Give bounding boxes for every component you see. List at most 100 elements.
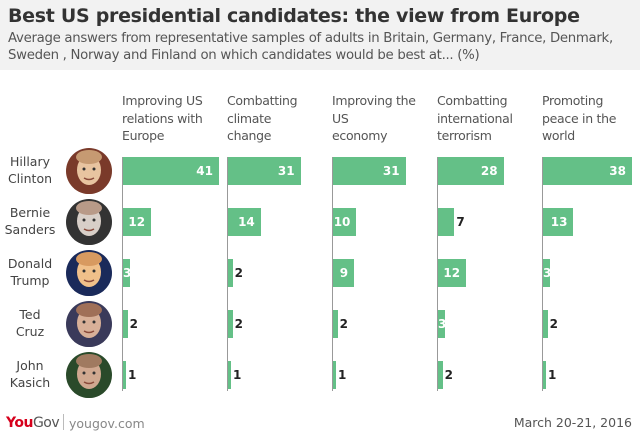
bar (123, 361, 126, 389)
data-label: 1 (338, 368, 347, 382)
bar (438, 208, 455, 236)
logo-you: You (6, 415, 33, 431)
bar (543, 157, 632, 185)
candidate-name-line: Cruz (15, 324, 45, 339)
candidate-name-line: Trump (10, 273, 50, 288)
candidate-name: Bernie Sanders (0, 204, 60, 238)
candidate-name: Hillary Clinton (0, 153, 60, 187)
bar (333, 208, 357, 236)
bar (543, 208, 574, 236)
bar (333, 310, 338, 338)
hillary-clinton-avatar-icon (66, 148, 112, 194)
data-label: 2 (234, 317, 244, 331)
data-label: 3 (543, 266, 552, 280)
yougov-logo[interactable]: YouGov (6, 415, 60, 431)
data-label: 31 (277, 164, 295, 178)
data-label: 28 (480, 164, 498, 178)
header: Best US presidential candidates: the vie… (0, 0, 640, 70)
bar (333, 157, 406, 185)
bar (438, 259, 467, 287)
bar (438, 310, 446, 338)
column-label: Improving the US economy (332, 92, 432, 145)
column-label-line: terrorism (437, 128, 492, 143)
candidate-name-line: Sanders (4, 222, 56, 237)
data-label: 2 (444, 368, 454, 382)
data-label: 3 (123, 266, 132, 280)
bar (543, 310, 548, 338)
axis-line (122, 157, 123, 391)
data-label: 9 (339, 266, 349, 280)
column-label-line: Improving the (332, 93, 416, 108)
column-label-line: US (332, 110, 349, 126)
bar (123, 157, 219, 185)
column-label-line: Improving US (122, 93, 203, 108)
footer-divider (63, 414, 64, 430)
data-label: 2 (549, 317, 559, 331)
data-label: 10 (333, 215, 351, 229)
bar (333, 259, 355, 287)
column-label-line: Promoting (542, 93, 604, 108)
column-label: Improving US relations with Europe (122, 92, 222, 145)
donald-trump-avatar-icon (66, 250, 112, 296)
column-label: Promoting peace in the world (542, 92, 640, 145)
chart-subtitle: Average answers from representative samp… (8, 31, 613, 63)
data-label: 12 (443, 266, 461, 280)
bar (228, 208, 261, 236)
bar (438, 361, 443, 389)
data-label: 38 (609, 164, 626, 178)
data-label: 7 (456, 215, 465, 229)
bar (228, 310, 233, 338)
data-label: 2 (234, 266, 244, 280)
john-kasich-avatar-icon (66, 352, 112, 398)
data-label: 1 (233, 368, 242, 382)
bar (123, 208, 152, 236)
chart-title: Best US presidential candidates: the vie… (8, 5, 580, 27)
bar (228, 361, 231, 389)
column-label-line: climate (227, 110, 272, 126)
column-label-line: international (437, 110, 513, 126)
bar (123, 310, 128, 338)
candidate-name: Ted Cruz (0, 306, 60, 340)
bernie-sanders-avatar-icon (66, 199, 112, 245)
data-label: 14 (238, 215, 255, 229)
data-label: 2 (339, 317, 349, 331)
column-label-line: peace in the (542, 110, 617, 126)
column-label-line: change (227, 128, 272, 143)
bar (543, 361, 546, 389)
candidate-name: Donald Trump (0, 255, 60, 289)
bar (333, 361, 336, 389)
data-label: 12 (128, 215, 146, 229)
axis-line (437, 157, 438, 391)
candidate-name-line: Ted (19, 307, 41, 322)
bar (543, 259, 551, 287)
column-label: Combatting climate change (227, 92, 327, 145)
logo-gov: Gov (32, 415, 60, 431)
column-label-line: Europe (122, 128, 165, 143)
data-label: 2 (129, 317, 139, 331)
axis-line (227, 157, 228, 391)
bar (228, 157, 301, 185)
bar (228, 259, 233, 287)
candidate-name-line: Donald (7, 256, 53, 271)
column-label-line: world (542, 128, 575, 143)
data-label: 31 (382, 164, 400, 178)
candidate-name-line: Bernie (9, 205, 51, 220)
data-label: 1 (128, 368, 137, 382)
bar (438, 157, 504, 185)
axis-line (332, 157, 333, 391)
column-label: Combatting international terrorism (437, 92, 537, 145)
candidate-name-line: Kasich (9, 375, 51, 390)
column-label-line: Combatting (437, 93, 508, 108)
column-label-line: Combatting (227, 93, 298, 108)
ted-cruz-avatar-icon (66, 301, 112, 347)
footer-date: March 20-21, 2016 (513, 415, 632, 430)
candidate-name: John Kasich (0, 357, 60, 391)
data-label: 41 (196, 164, 213, 178)
candidate-name-line: John (16, 358, 44, 373)
data-label: 3 (438, 317, 447, 331)
column-label-line: relations with (122, 110, 203, 126)
footer-url-link[interactable]: yougov.com (69, 416, 145, 431)
candidate-name-line: Clinton (7, 171, 53, 186)
column-label-line: economy (332, 128, 388, 143)
data-label: 13 (550, 215, 568, 229)
